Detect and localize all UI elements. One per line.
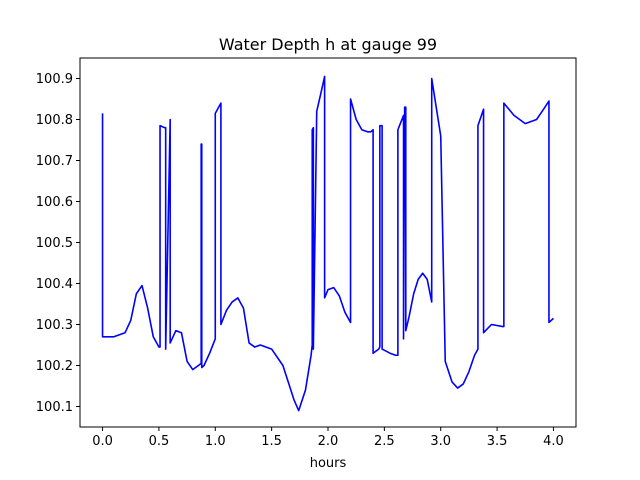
y-tick-label: 100.3 (36, 318, 73, 333)
y-tick-label: 100.2 (36, 359, 73, 374)
water-depth-line (101, 75, 554, 412)
x-tick-label: 2.5 (374, 434, 395, 449)
axis-ticks: 0.0 0.5 1.0 1.5 2.0 2.5 3.0 3.5 4.0 100.1 100.2 100… (36, 72, 564, 449)
y-tick-label: 100.7 (36, 154, 73, 169)
y-tick-label: 100.6 (36, 195, 73, 210)
chart-title: Water Depth h at gauge 99 (219, 35, 437, 54)
x-tick-label: 1.5 (261, 434, 282, 449)
x-tick-label: 1.0 (205, 434, 226, 449)
series-layer (101, 75, 554, 412)
y-tick-label: 100.4 (36, 277, 73, 292)
y-tick-label: 100.1 (36, 400, 73, 415)
plot-area (80, 58, 576, 427)
x-axis-label: hours (310, 456, 347, 471)
x-tick-label: 0.5 (149, 434, 170, 449)
plot-frame (79, 57, 577, 428)
x-tick-label: 2.0 (318, 434, 339, 449)
y-tick-label: 100.5 (36, 236, 73, 251)
x-tick-label: 4.0 (543, 434, 564, 449)
x-tick-label: 3.5 (487, 434, 508, 449)
y-tick-label: 100.8 (36, 113, 73, 128)
y-tick-label: 100.9 (36, 72, 73, 87)
x-tick-label: 0.0 (92, 434, 113, 449)
x-tick-label: 3.0 (430, 434, 451, 449)
